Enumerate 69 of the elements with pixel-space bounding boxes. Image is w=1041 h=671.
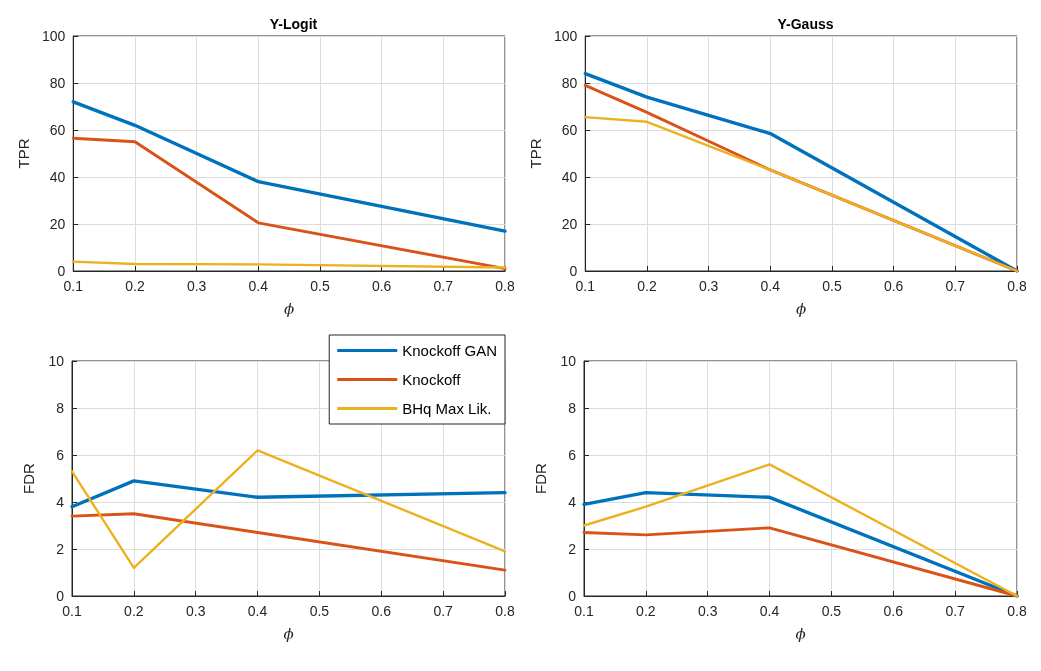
x-tick-label: 0.6 <box>371 278 392 294</box>
x-tick-label: 0.8 <box>1007 603 1027 619</box>
x-axis-title: ϕ <box>795 624 806 643</box>
y-tick-label: 20 <box>49 216 66 232</box>
y-tick-label: 0 <box>568 588 577 604</box>
x-tick-label: 0.1 <box>63 278 84 294</box>
legend-label: Knockoff GAN <box>402 342 498 359</box>
y-tick-label: 8 <box>56 400 65 416</box>
y-tick-label: 10 <box>560 353 577 369</box>
chart-title: Y-Logit <box>269 16 318 32</box>
x-tick-label: 0.2 <box>124 603 144 619</box>
y-tick-label: 6 <box>568 447 577 463</box>
y-axis-title: FDR <box>532 462 549 494</box>
x-tick-label: 0.7 <box>945 278 966 294</box>
x-tick-label: 0.8 <box>495 603 515 619</box>
x-axis-title: ϕ <box>796 299 807 318</box>
x-tick-label: 0.6 <box>883 603 904 619</box>
y-tick-label: 100 <box>553 28 578 44</box>
y-tick-label: 8 <box>568 400 577 416</box>
x-tick-label: 0.5 <box>310 278 330 294</box>
x-axis-title: ϕ <box>284 299 295 318</box>
x-tick-label: 0.8 <box>1007 278 1027 294</box>
y-tick-label: 80 <box>561 75 578 91</box>
y-tick-label: 0 <box>569 263 578 279</box>
y-tick-label: 2 <box>56 541 65 557</box>
y-axis-title: FDR <box>20 462 37 494</box>
x-tick-label: 0.6 <box>371 603 392 619</box>
x-tick-label: 0.5 <box>822 278 842 294</box>
x-tick-label: 0.2 <box>637 278 657 294</box>
x-tick-label: 0.4 <box>247 603 268 619</box>
y-tick-label: 6 <box>56 447 65 463</box>
x-tick-label: 0.7 <box>433 603 454 619</box>
x-tick-label: 0.1 <box>575 278 596 294</box>
x-tick-label: 0.7 <box>945 603 966 619</box>
x-tick-label: 0.5 <box>821 603 842 619</box>
y-tick-label: 2 <box>568 541 577 557</box>
y-tick-label: 10 <box>48 353 65 369</box>
y-tick-label: 40 <box>49 169 66 185</box>
y-tick-label: 0 <box>56 588 65 604</box>
x-tick-label: 0.5 <box>309 603 330 619</box>
y-tick-label: 60 <box>49 122 66 138</box>
y-tick-label: 60 <box>561 122 578 138</box>
y-tick-label: 40 <box>561 169 578 185</box>
legend-label: Knockoff <box>402 371 462 388</box>
x-tick-label: 0.6 <box>883 278 904 294</box>
chart-title: Y-Gauss <box>777 16 834 32</box>
y-tick-label: 0 <box>57 263 66 279</box>
y-axis-title: TPR <box>15 138 32 169</box>
x-tick-label: 0.2 <box>125 278 145 294</box>
x-axis-title: ϕ <box>283 624 294 643</box>
y-tick-label: 80 <box>49 75 66 91</box>
x-tick-label: 0.1 <box>62 603 82 619</box>
y-tick-label: 20 <box>561 216 578 232</box>
x-tick-label: 0.4 <box>759 603 780 619</box>
x-tick-label: 0.4 <box>760 278 781 294</box>
x-tick-label: 0.3 <box>185 603 206 619</box>
x-tick-label: 0.2 <box>636 603 656 619</box>
x-tick-label: 0.4 <box>248 278 269 294</box>
legend-label: BHq Max Lik. <box>402 400 492 417</box>
x-tick-label: 0.3 <box>697 603 718 619</box>
x-tick-label: 0.3 <box>186 278 207 294</box>
x-tick-label: 0.8 <box>495 278 515 294</box>
y-tick-label: 100 <box>41 28 66 44</box>
y-axis-title: TPR <box>527 138 544 169</box>
y-tick-label: 4 <box>568 494 577 510</box>
y-tick-label: 4 <box>56 494 65 510</box>
x-tick-label: 0.3 <box>698 278 719 294</box>
x-tick-label: 0.1 <box>574 603 594 619</box>
x-tick-label: 0.7 <box>433 278 454 294</box>
